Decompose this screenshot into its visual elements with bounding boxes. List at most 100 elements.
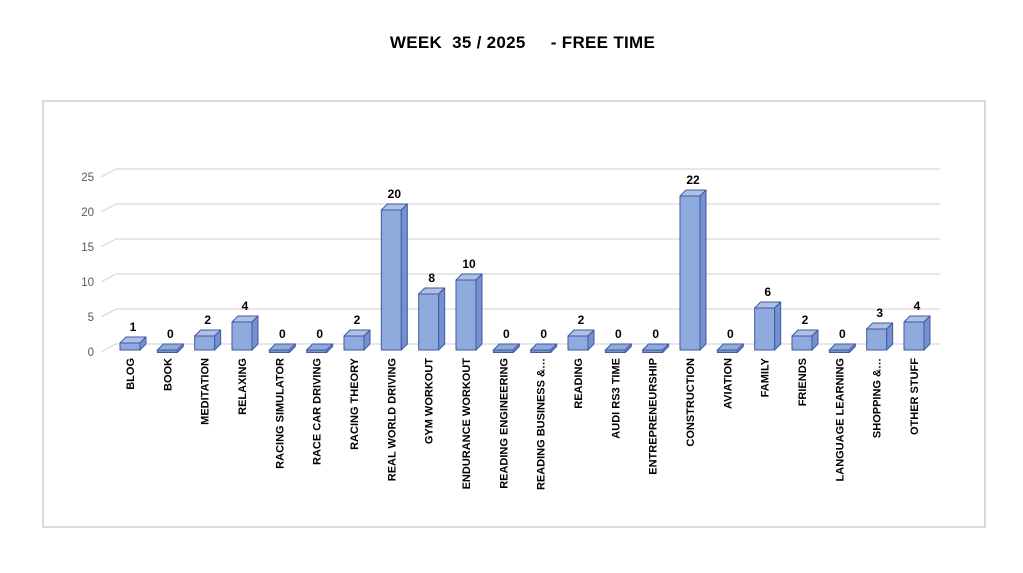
bar-side-face xyxy=(139,336,147,351)
bar-side-face xyxy=(288,343,296,353)
x-category-label: AUDI RS3 TIME xyxy=(610,358,622,439)
bar-value-label: 0 xyxy=(839,327,846,341)
x-category-label: FRIENDS xyxy=(797,358,809,406)
bar-front-edge xyxy=(156,349,178,353)
x-category-label: READING xyxy=(573,358,585,409)
bar-value-label: 1 xyxy=(130,320,137,334)
chart-title: WEEK 35 / 2025 - FREE TIME xyxy=(389,33,656,52)
bar-value-label: 8 xyxy=(428,271,435,285)
bar-side-face xyxy=(886,322,894,351)
bar-side-face xyxy=(251,315,259,351)
bar xyxy=(231,321,253,351)
bar xyxy=(119,342,141,351)
bar-value-label: 20 xyxy=(388,187,402,201)
bar xyxy=(903,321,925,351)
x-category-label: AVIATION xyxy=(722,358,734,409)
x-category-label: GYM WORKOUT xyxy=(424,358,436,444)
bar-value-label: 0 xyxy=(615,327,622,341)
bar-side-face xyxy=(438,287,446,351)
y-axis-tick-label: 25 xyxy=(81,172,94,184)
x-category-label: SHOPPING &… xyxy=(872,358,884,438)
bar-value-label: 0 xyxy=(279,327,286,341)
y-axis-tick-label: 20 xyxy=(81,207,94,219)
x-category-label: BOOK xyxy=(162,358,174,391)
bar xyxy=(343,335,365,351)
bar-front-edge xyxy=(642,349,664,353)
bar-value-label: 22 xyxy=(686,173,700,187)
x-category-label: LANGUAGE LEARNING xyxy=(834,358,846,481)
y-gridline xyxy=(100,168,940,178)
bar-value-label: 2 xyxy=(578,313,585,327)
bar xyxy=(679,195,701,351)
bar xyxy=(791,335,813,351)
bar-front-edge xyxy=(492,349,514,353)
bar-side-face xyxy=(848,343,856,353)
bar-value-label: 0 xyxy=(167,327,174,341)
bar-value-label: 0 xyxy=(503,327,510,341)
x-category-label: CONSTRUCTION xyxy=(685,358,697,447)
y-gridline xyxy=(100,203,940,213)
bar-value-label: 0 xyxy=(316,327,323,341)
y-gridline xyxy=(100,273,940,283)
bar-value-label: 2 xyxy=(802,313,809,327)
bar-value-label: 4 xyxy=(914,299,921,313)
x-category-label: REAL WORLD DRIVING xyxy=(386,358,398,481)
y-gridline xyxy=(100,238,940,248)
y-gridline xyxy=(100,308,940,318)
bar-side-face xyxy=(624,343,632,353)
bar-side-face xyxy=(923,315,931,351)
x-category-label: FAMILY xyxy=(760,357,772,397)
bar-side-face xyxy=(550,343,558,353)
bar-front-edge xyxy=(828,349,850,353)
x-category-label: ENTREPRENEURSHIP xyxy=(648,358,660,475)
x-category-label: RACE CAR DRIVING xyxy=(312,358,324,465)
chart-plot-area xyxy=(42,100,986,528)
x-category-label: OTHER STUFF xyxy=(909,358,921,435)
y-axis-tick-label: 10 xyxy=(81,277,94,289)
bar-value-label: 0 xyxy=(727,327,734,341)
bar-value-label: 10 xyxy=(462,257,476,271)
bar-side-face xyxy=(214,329,222,351)
y-axis-tick-label: 0 xyxy=(88,347,94,359)
bar-value-label: 2 xyxy=(354,313,361,327)
bar-value-label: 2 xyxy=(204,313,211,327)
bar-side-face xyxy=(400,203,408,351)
bar-side-face xyxy=(662,343,670,353)
bar-front-edge xyxy=(604,349,626,353)
bar-side-face xyxy=(699,189,707,351)
x-category-label: BLOG xyxy=(125,358,137,390)
bar-front-edge xyxy=(268,349,290,353)
bar-side-face xyxy=(363,329,371,351)
bar-value-label: 3 xyxy=(876,306,883,320)
bar-front-edge xyxy=(306,349,328,353)
bar xyxy=(194,335,216,351)
x-category-label: ENDURANCE WORKOUT xyxy=(461,358,473,490)
bar-value-label: 4 xyxy=(242,299,249,313)
bar-side-face xyxy=(512,343,520,353)
bar-side-face xyxy=(587,329,595,351)
y-axis-tick-label: 15 xyxy=(81,242,94,254)
bar xyxy=(380,209,402,351)
bar-value-label: 0 xyxy=(652,327,659,341)
bar-side-face xyxy=(736,343,744,353)
bar-side-face xyxy=(774,301,782,351)
bar-side-face xyxy=(326,343,334,353)
x-category-label: RELAXING xyxy=(237,358,249,415)
bar-value-label: 0 xyxy=(540,327,547,341)
x-category-label: READING BUSINESS &… xyxy=(536,358,548,490)
bar-side-face xyxy=(811,329,819,351)
bar xyxy=(866,328,888,351)
x-category-label: RACING THEORY xyxy=(349,357,361,450)
bar xyxy=(754,307,776,351)
bar-side-face xyxy=(475,273,483,351)
bar xyxy=(567,335,589,351)
x-category-label: READING ENGINEERING xyxy=(498,358,510,489)
x-category-label: RACING SIMULATOR xyxy=(274,358,286,469)
bar-side-face xyxy=(176,343,184,353)
bar-front-edge xyxy=(530,349,552,353)
bar-value-label: 6 xyxy=(764,285,771,299)
bar xyxy=(418,293,440,351)
x-category-label: MEDITATION xyxy=(200,358,212,425)
